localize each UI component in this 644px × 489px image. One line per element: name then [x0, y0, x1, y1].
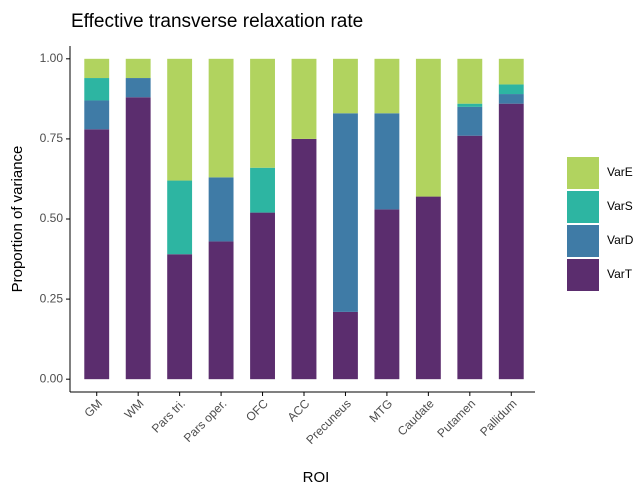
legend-swatch: [567, 259, 599, 291]
bar-segment: [457, 135, 483, 380]
x-tick-label: Putamen: [434, 396, 478, 440]
y-tick-label: 0.00: [40, 371, 64, 385]
bar-segment: [374, 58, 400, 114]
bar-segment: [250, 167, 275, 213]
bar-segment: [84, 78, 110, 101]
bar-segment: [84, 58, 110, 79]
bar-segment: [333, 58, 358, 114]
y-tick-label: 0.50: [40, 211, 64, 225]
bar-segment: [167, 254, 193, 380]
legend-label: VarS: [607, 199, 633, 213]
x-tick-label: Pars tri.: [149, 396, 188, 435]
chart-title: Effective transverse relaxation rate: [71, 11, 363, 32]
x-tick-label: Pallidum: [477, 396, 519, 438]
x-tick-label: OFC: [243, 396, 271, 424]
x-tick-label: MTG: [367, 396, 396, 425]
x-tick-label: Pars oper.: [181, 396, 230, 445]
bar-segment: [291, 58, 317, 139]
bar-segment: [333, 311, 358, 380]
y-tick-label: 0.25: [40, 291, 64, 305]
y-axis-label: Proportion of variance: [9, 146, 26, 293]
bar-segment: [208, 241, 234, 380]
bar-segment: [498, 58, 524, 85]
bar-segment: [125, 97, 151, 380]
bar-segment: [457, 58, 483, 104]
y-tick-label: 1.00: [40, 51, 64, 65]
bar-segment: [167, 180, 193, 255]
bar-segment: [374, 113, 400, 210]
bar-segment: [84, 129, 110, 380]
legend-label: VarE: [607, 165, 633, 179]
x-axis-label: ROI: [303, 469, 330, 486]
bar-segment: [457, 103, 483, 107]
bar-segment: [498, 84, 524, 95]
x-tick-label: ACC: [285, 396, 313, 424]
x-tick-label: GM: [82, 396, 106, 420]
x-tick-label: Precuneus: [303, 396, 353, 446]
bar-segment: [125, 58, 151, 79]
x-tick-label: WM: [122, 396, 147, 421]
legend-swatch: [567, 225, 599, 257]
y-tick-label: 0.75: [40, 131, 64, 145]
legend-swatch: [567, 157, 599, 189]
bar-segment: [84, 100, 110, 130]
x-tick-label: Caudate: [395, 396, 437, 438]
legend-label: VarD: [607, 233, 634, 247]
bar-segment: [250, 212, 275, 380]
legend-swatch: [567, 191, 599, 223]
bar-segment: [208, 58, 234, 178]
bar-segment: [125, 78, 151, 98]
bar-segment: [374, 209, 400, 380]
bar-segment: [498, 94, 524, 104]
bar-segment: [167, 58, 193, 181]
bar-segment: [250, 58, 275, 168]
legend-label: VarT: [607, 267, 633, 281]
bar-segment: [291, 138, 317, 380]
bar-segment: [498, 103, 524, 380]
bar-segment: [415, 196, 441, 380]
bar-segment: [457, 106, 483, 136]
bar-segment: [415, 58, 441, 197]
bar-segment: [208, 177, 234, 242]
bar-segment: [333, 113, 358, 312]
